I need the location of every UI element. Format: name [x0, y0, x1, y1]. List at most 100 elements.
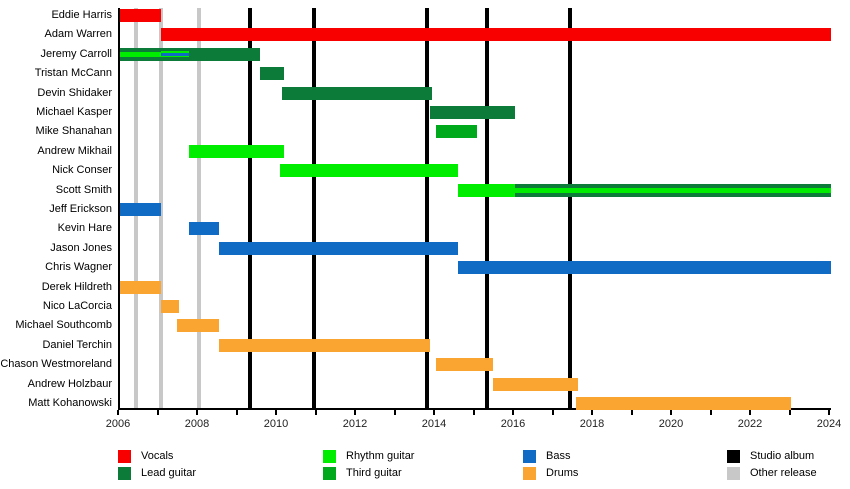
bar-layer-bass [120, 203, 162, 216]
member-label: Devin Shidaker [37, 86, 112, 99]
timeline-bar-segment [120, 203, 162, 216]
legend-label: Bass [546, 450, 571, 462]
bar-layer-rhythm-guitar [279, 164, 458, 178]
bar-layer-lead-guitar [430, 106, 515, 119]
studio-album-line [311, 8, 316, 408]
legend-swatch-drums [523, 467, 536, 480]
axis-tick [788, 410, 791, 415]
timeline-bar-segment [436, 358, 494, 372]
member-label: Scott Smith [55, 183, 112, 196]
member-label: Chason Westmoreland [0, 358, 112, 371]
axis-year-label: 2022 [737, 418, 763, 430]
studio-album-line [424, 8, 429, 408]
timeline-bar-segment [218, 241, 458, 255]
timeline-bar-segment [457, 183, 515, 197]
axis-year-label: 2012 [342, 418, 368, 430]
bar-layer-lead-guitar [120, 47, 162, 52]
timeline-bar-segment [177, 319, 219, 333]
bar-layer-bass [161, 52, 190, 56]
legend-label: Rhythm guitar [346, 450, 415, 462]
timeline-bar-segment [161, 47, 190, 61]
axis-tick [433, 410, 435, 415]
axis-year-label: 2018 [579, 418, 605, 430]
other-release-line [159, 8, 164, 408]
axis-year-label: 2014 [421, 418, 447, 430]
legend-swatch-third-guitar [323, 467, 336, 480]
timeline-bar-segment [189, 222, 219, 236]
member-label: Derek Hildreth [41, 280, 112, 293]
member-label: Mike Shanahan [35, 125, 112, 138]
axis-tick [235, 410, 238, 415]
axis-tick [551, 410, 554, 415]
axis-year-label: 2016 [500, 418, 526, 430]
legend-label: Vocals [141, 450, 174, 462]
member-label: Daniel Terchin [42, 338, 112, 351]
axis-tick [117, 410, 119, 415]
member-label: Adam Warren [44, 28, 112, 41]
member-label: Matt Kohanowski [28, 397, 112, 409]
timeline-bar-segment [161, 300, 180, 313]
timeline-bar-segment [260, 67, 284, 81]
timeline-bar-segment [436, 125, 478, 139]
bar-layer-drums [218, 338, 431, 352]
other-release-line [197, 8, 201, 408]
member-label: Michael Southcomb [15, 319, 112, 332]
timeline-bar-segment [189, 144, 284, 158]
timeline-bar-segment [189, 47, 261, 61]
member-label: Jeff Erickson [49, 203, 112, 215]
bar-layer-rhythm-guitar [189, 144, 284, 158]
timeline-bar-segment [120, 280, 162, 294]
member-label: Michael Kasper [36, 106, 112, 118]
bar-layer-lead-guitar [120, 56, 162, 61]
member-label: Jason Jones [50, 241, 112, 254]
bar-layer-drums [493, 377, 579, 391]
bar-layer-drums [576, 397, 792, 410]
studio-album-line [248, 8, 253, 408]
axis-tick [196, 410, 198, 415]
timeline-bar-segment [120, 47, 162, 61]
axis-year-label: 2010 [263, 418, 289, 430]
axis-tick [314, 410, 317, 415]
axis-tick [512, 410, 514, 415]
axis-year-label: 2020 [658, 418, 684, 430]
axis-year-label: 2008 [184, 418, 210, 430]
axis-tick [709, 410, 712, 415]
legend-swatch-lead-guitar [118, 467, 131, 480]
timeline-bar-segment [161, 28, 831, 42]
studio-album-line [568, 8, 573, 408]
bar-layer-drums [436, 358, 494, 372]
legend-swatch-bass [523, 450, 536, 463]
legend-label: Other release [750, 467, 817, 479]
bar-layer-rhythm-guitar [161, 55, 190, 58]
timeline-bar-segment [279, 164, 458, 178]
bar-layer-vocals [120, 9, 162, 22]
plot-area [118, 8, 831, 410]
studio-album-line [484, 8, 489, 408]
axis-year-label: 2024 [816, 418, 842, 430]
bar-layer-lead-guitar [161, 57, 190, 61]
timeline-bar-segment [120, 9, 162, 22]
bar-layer-bass [218, 241, 458, 255]
member-label: Nico LaCorcia [42, 300, 112, 312]
axis-tick [749, 410, 751, 415]
axis-year-label: 2006 [105, 418, 131, 430]
axis-tick [828, 410, 830, 415]
legend-label: Third guitar [346, 467, 402, 479]
member-label: Kevin Hare [57, 222, 112, 235]
member-label: Andrew Holzbaur [27, 377, 112, 390]
timeline-bar-segment [218, 338, 431, 352]
bar-layer-vocals [161, 28, 831, 42]
bar-layer-bass [189, 222, 219, 236]
bar-layer-drums [161, 300, 180, 313]
axis-tick [156, 410, 159, 415]
legend-label: Studio album [750, 450, 815, 462]
member-label: Jeremy Carroll [40, 47, 112, 60]
bar-layer-lead-guitar [515, 183, 831, 188]
bar-layer-lead-guitar [189, 47, 261, 61]
bar-layer-rhythm-guitar [120, 51, 162, 57]
timeline-bar-segment [576, 397, 792, 410]
member-label: Andrew Mikhail [37, 144, 112, 157]
bar-layer-bass [457, 261, 831, 275]
legend-label: Lead guitar [141, 467, 197, 479]
